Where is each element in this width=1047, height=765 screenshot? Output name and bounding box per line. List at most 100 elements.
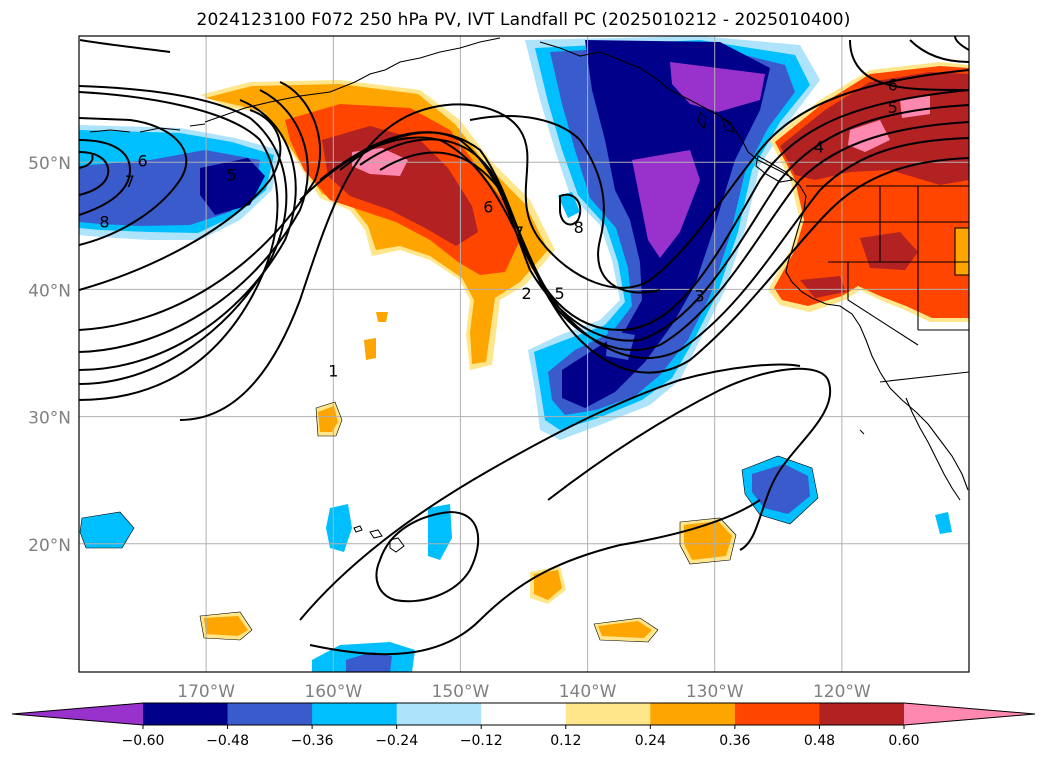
colorbar-segment [734,703,820,725]
contour-line [909,39,969,63]
contour-label: 3 [694,286,704,305]
trough-fill-purple-south [606,330,635,360]
contour-label: 8 [574,218,584,237]
colorbar-tick-label: −0.24 [375,733,418,749]
colorbar-tick-label: 0.60 [888,733,919,749]
baja-islands [859,429,865,435]
contour-label: 6 [137,152,147,171]
blob-pos-7b [598,621,652,638]
colorbar-segment [481,703,567,725]
blob-neg-1 [80,512,134,548]
contour-line [339,121,969,351]
latitude-label: 20°N [28,536,71,556]
contour-line [379,151,969,374]
colorbar-segment [650,703,736,725]
latitude-labels: 50°N 40°N 30°N 20°N [28,154,71,556]
blob-neg-5b [346,652,392,672]
baja-coast [905,397,961,501]
blob-pos-3 [376,312,388,322]
longitude-label: 130°W [686,682,744,702]
west-us-fill-pink [848,120,890,152]
colorbar-extend-high [904,703,1035,725]
contour-line [79,99,297,371]
colorbar: −0.60 −0.48 −0.36 −0.24 −0.12 0.12 0.24 0.36 0.4… [11,702,1036,749]
haida-gwaii [697,110,707,130]
blob-pos-4b [684,521,732,560]
contour-line [849,39,969,91]
contour-line [79,89,309,353]
longitude-label: 170°W [177,682,235,702]
contour-label: 1 [328,362,338,381]
contour-line [79,85,288,385]
blob-pos-5b [534,570,562,600]
hawaii-3 [389,537,405,553]
west-low-fill-navy [200,158,265,215]
colorbar-tick-label: 0.36 [719,733,750,749]
longitude-label: 120°W [813,682,871,702]
colorbar-segment [143,703,229,725]
longitude-label: 140°W [559,682,617,702]
colorbar-segment [565,703,651,725]
contour-label: 6 [483,197,493,216]
longitude-label: 160°W [304,682,362,702]
blob-pos-6b [204,616,248,636]
blob-neg-2 [326,504,352,552]
blob-neg-6 [558,192,580,218]
colorbar-tick-label: −0.60 [122,733,165,749]
colorbar-extend-low [12,703,143,725]
colorbar-segment [819,703,905,725]
contour-label: 5 [888,98,898,117]
contour-label: 7 [514,223,524,242]
latitude-label: 30°N [28,409,71,429]
colorbar-segment [396,703,482,725]
contour-label: 2 [521,284,531,303]
blob-pos-2 [364,338,376,360]
contour-line [954,36,969,51]
longitude-label: 150°W [432,682,490,702]
contour-line [79,154,94,169]
latitude-label: 40°N [28,281,71,301]
contour-line [375,510,480,603]
contour-line [79,139,132,216]
latitude-label: 50°N [28,154,71,174]
blob-neg-3 [428,504,452,560]
contour-line [469,115,661,294]
contour-label: 6 [888,75,898,94]
colorbar-tick-label: 0.24 [635,733,666,749]
west-us-fill-orange-2 [955,228,969,275]
blob-neg-7 [935,512,952,534]
contour-label: 5 [555,284,565,303]
contour-label: 5 [226,166,236,185]
contour-label: 7 [125,172,135,191]
contour-line [79,151,110,196]
state-border-5 [847,262,919,346]
colorbar-tick-label: −0.12 [460,733,503,749]
shade-outlines [79,401,819,643]
vancouver-island [755,155,793,183]
contour-line [79,81,322,331]
bc-islands [721,116,735,133]
negative-anomaly-fill [79,36,952,672]
colorbar-segment [312,703,398,725]
west-us-fill-darkred-2 [860,232,918,270]
contour-line [79,91,279,401]
map-frame [78,35,970,673]
contour-line [559,193,582,226]
pv-contours [79,36,969,656]
colorbar-tick-label: −0.36 [291,733,334,749]
bc-coast [747,151,969,491]
contour-line [179,69,969,421]
contour-line [309,499,761,656]
aleutian-3 [189,123,206,127]
colorbar-tick-label: −0.48 [206,733,249,749]
colorbar-tick-label: 0.48 [804,733,835,749]
colorbar-segment [227,703,313,725]
longitude-labels: 170°W 160°W 150°W 140°W 130°W 120°W [177,682,871,702]
contour-label: 8 [99,213,109,232]
colorbar-tick-label: 0.12 [550,733,581,749]
contour-label: 4 [814,138,824,157]
contour-line [299,363,801,621]
